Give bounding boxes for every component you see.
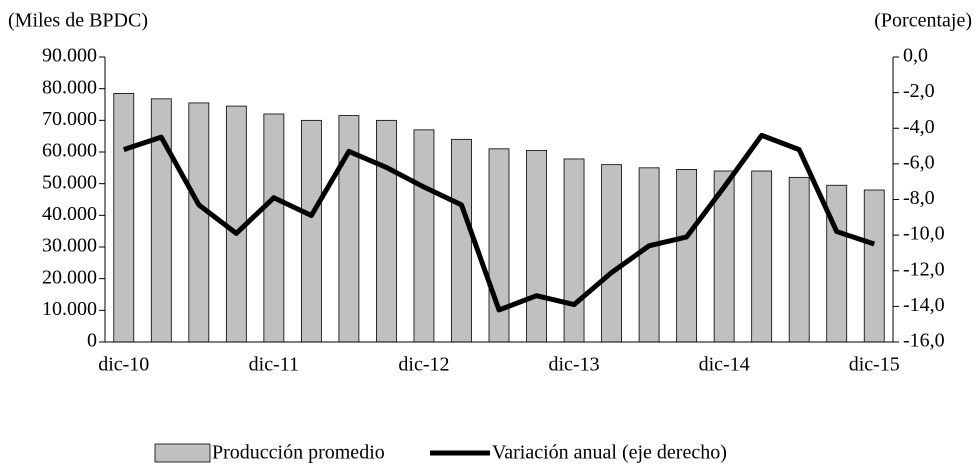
x-tick-label: dic-15	[849, 354, 900, 376]
x-tick-label: dic-12	[398, 354, 449, 376]
bar	[863, 189, 885, 343]
y-tick-label: 60.000	[42, 140, 97, 162]
y2-tick-label: -2,0	[903, 80, 935, 102]
bar	[263, 113, 285, 343]
x-tick-label: dic-14	[699, 354, 750, 376]
bar	[638, 167, 660, 343]
line-series	[122, 132, 876, 313]
legend-swatch	[154, 443, 211, 463]
y-tick-label: 20.000	[42, 266, 97, 288]
legend-label: Variación anual (eje derecho)	[492, 442, 727, 464]
x-tick-label: dic-10	[98, 354, 149, 376]
y2-tick-label: 0,0	[903, 45, 928, 67]
x-tick-label: dic-11	[249, 354, 299, 376]
y-tick-label: 10.000	[42, 298, 97, 320]
bar	[376, 119, 397, 343]
bar	[563, 158, 585, 343]
y-tick-label: 90.000	[42, 45, 97, 67]
y-tick-label: 80.000	[42, 76, 97, 98]
bar	[826, 184, 848, 343]
bar	[751, 170, 773, 343]
legend-label: Producción promedio	[212, 442, 385, 464]
bar	[300, 119, 322, 343]
y2-tick-label: -6,0	[903, 151, 935, 173]
y-tick-label: 40.000	[42, 203, 97, 225]
bar	[601, 164, 622, 343]
y-tick-label: 0	[87, 330, 97, 352]
x-tick-label: dic-13	[549, 354, 600, 376]
bar	[788, 176, 810, 343]
y2-tick-label: -12,0	[903, 258, 945, 280]
y2-tick-label: -10,0	[903, 223, 945, 245]
y2-tick-label: -4,0	[903, 116, 935, 138]
y-tick-label: 30.000	[42, 235, 97, 257]
y-tick-label: 70.000	[42, 108, 97, 130]
bar	[676, 169, 698, 343]
bar	[113, 93, 135, 343]
bar	[488, 148, 510, 343]
bar	[526, 150, 547, 343]
y2-tick-label: -16,0	[903, 330, 945, 352]
y-axis-title: (Miles de BPDC)	[8, 10, 148, 32]
y2-axis-title: (Porcentaje)	[874, 10, 972, 32]
bar	[413, 129, 435, 343]
y2-tick-label: -14,0	[903, 294, 945, 316]
bar	[188, 102, 210, 343]
y2-tick-label: -8,0	[903, 187, 935, 209]
bar	[451, 138, 472, 343]
y-tick-label: 50.000	[42, 171, 97, 193]
